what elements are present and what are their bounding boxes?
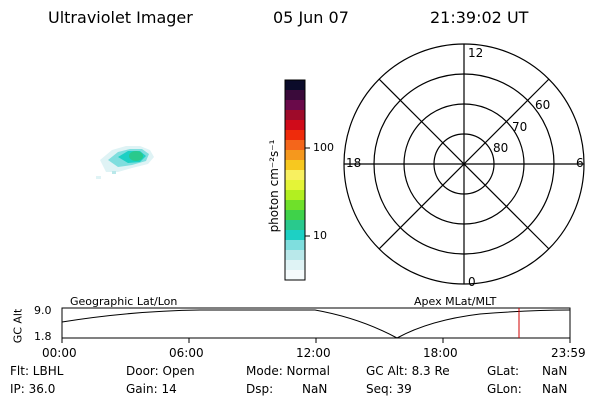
colorbar-cell	[285, 90, 305, 101]
status-glon-label: GLon:	[487, 382, 522, 396]
status-flt: Flt: LBHL	[10, 364, 64, 378]
x-tick-label-1800: 18:00	[423, 346, 458, 360]
date-label: 05 Jun 07	[273, 8, 349, 27]
colorbar-cell	[285, 200, 305, 211]
altitude-curve	[61, 309, 571, 339]
x-tick-label-1200: 12:00	[296, 346, 331, 360]
polar-diagonal-2	[378, 78, 550, 250]
polar-lat-60: 60	[535, 98, 551, 112]
colorbar-cell	[285, 80, 305, 91]
colorbar-cell	[285, 110, 305, 121]
colorbar-cell	[285, 180, 305, 191]
colorbar-cell	[285, 150, 305, 161]
status-glat-value: NaN	[542, 364, 568, 378]
y-tick-1.8: 1.8	[34, 330, 52, 343]
colorbar-frame	[284, 79, 306, 281]
status-ip: IP: 36.0	[10, 382, 56, 396]
colorbar-cell	[285, 240, 305, 251]
colorbar-cell	[285, 260, 305, 271]
polar-mlt-6: 6	[576, 156, 584, 170]
auroral-emission-blob	[96, 146, 154, 179]
x-tick-label-0000: 00:00	[42, 346, 77, 360]
colorbar-cell	[285, 230, 305, 241]
status-seq: Seq: 39	[366, 382, 412, 396]
colorbar-cell	[285, 130, 305, 141]
colorbar-cell	[285, 270, 305, 281]
status-door: Door: Open	[126, 364, 195, 378]
colorbar-cell	[285, 190, 305, 201]
colorbar-cell	[285, 120, 305, 131]
y-tick-9: 9.0	[34, 304, 52, 317]
polar-lat-80: 80	[493, 141, 509, 155]
colorbar-cell	[285, 170, 305, 181]
colorbar-cell	[285, 100, 305, 111]
colorbar-tick-label-10: 10	[313, 229, 327, 242]
status-glon-value: NaN	[542, 382, 568, 396]
colorbar-tick-label-100: 100	[313, 141, 334, 154]
polar-lat-70: 70	[512, 120, 528, 134]
status-glat-label: GLat:	[487, 364, 520, 378]
apex-label: Apex MLat/MLT	[414, 295, 497, 308]
status-gain: Gain: 14	[126, 382, 177, 396]
colorbar-cell	[285, 210, 305, 221]
instrument-title: Ultraviolet Imager	[48, 8, 193, 27]
status-dsp-value: NaN	[302, 382, 328, 396]
x-tick-label-0600: 06:00	[169, 346, 204, 360]
status-mode: Mode: Normal	[246, 364, 330, 378]
status-gc-alt: GC Alt: 8.3 Re	[366, 364, 450, 378]
colorbar-cell	[285, 250, 305, 261]
status-dsp-label: Dsp:	[246, 382, 274, 396]
time-label: 21:39:02 UT	[430, 8, 529, 27]
polar-mlt-0: 0	[468, 275, 476, 289]
x-tick-label-2359: 23:59	[551, 346, 586, 360]
polar-mlt-18: 18	[346, 156, 362, 170]
polar-mlt-12: 12	[468, 46, 484, 60]
colorbar-cell	[285, 140, 305, 151]
colorbar-cell	[285, 160, 305, 171]
colorbar-cell	[285, 220, 305, 231]
geographic-label: Geographic Lat/Lon	[70, 295, 178, 308]
